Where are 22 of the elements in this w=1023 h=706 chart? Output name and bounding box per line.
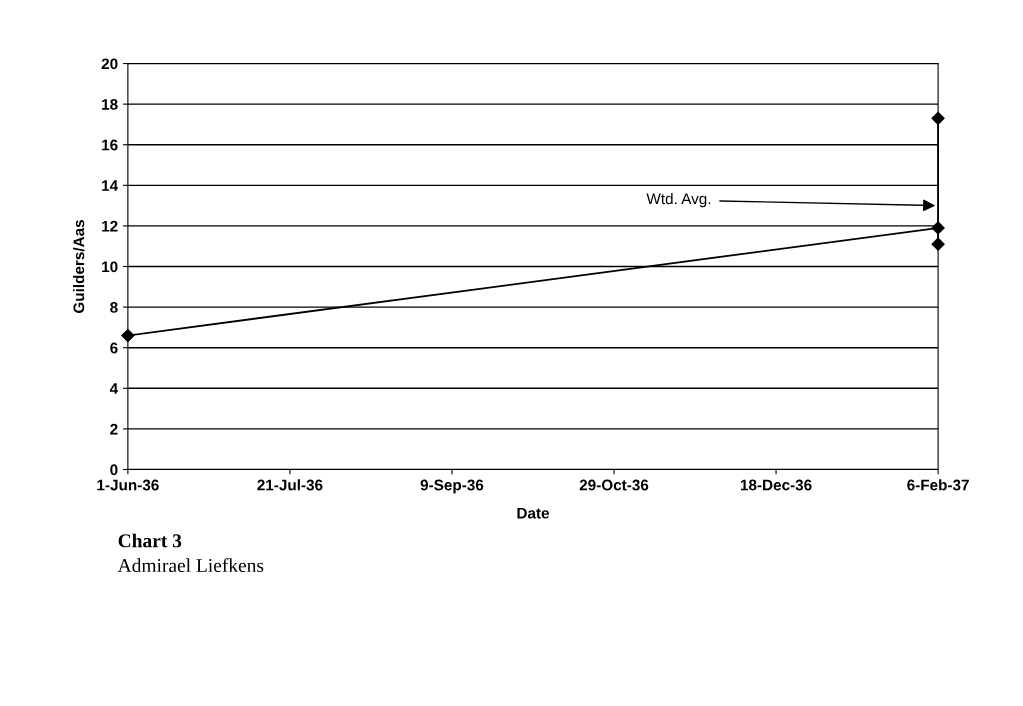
y-tick-label: 18 xyxy=(102,99,118,110)
x-tick-label: 9-Sep-36 xyxy=(420,479,484,494)
y-tick-label: 16 xyxy=(102,139,118,151)
y-tick-label: 20 xyxy=(101,58,118,70)
y-tick-label: 12 xyxy=(102,220,118,232)
y-tick-label: 8 xyxy=(110,301,118,313)
text: Chart 3 xyxy=(118,533,182,548)
x-tick-label: 1-Jun-36 xyxy=(97,479,159,491)
x-axis-title: Date xyxy=(517,507,550,519)
annotation: Wtd. Avg. xyxy=(646,192,711,208)
y-tick-label: 0 xyxy=(110,464,118,476)
y-tick-label: 6 xyxy=(110,342,118,354)
y-tick-label: 10 xyxy=(102,261,118,273)
y-tick-label: 14 xyxy=(102,180,119,191)
y-tick-label: 2 xyxy=(110,423,118,435)
x-tick-label: 21-Jul-36 xyxy=(257,479,323,491)
text: Admirael Liefkens xyxy=(117,558,264,573)
y-axis-title: Guilders/Aas xyxy=(73,220,85,314)
y-tick-label: 4 xyxy=(109,383,119,394)
x-tick-label: 6-Feb-37 xyxy=(907,479,969,491)
x-tick-label: 18-Dec-36 xyxy=(740,479,812,491)
x-tick-label: 29-Oct-36 xyxy=(579,479,649,491)
